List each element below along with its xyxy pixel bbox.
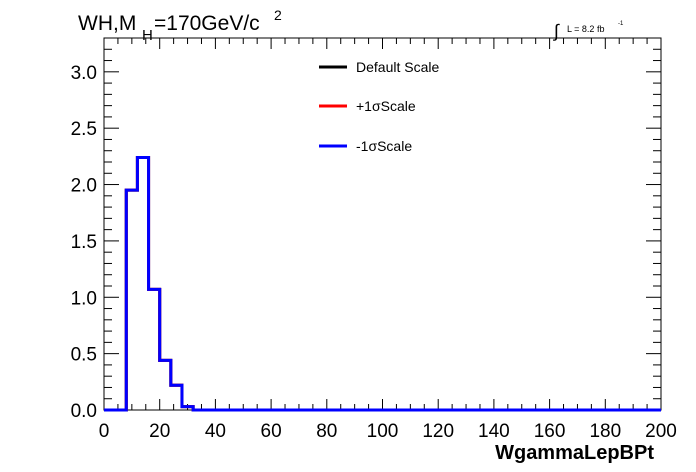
y-tick-label: 2.0 [71, 176, 97, 197]
chart-title-subscript: H [142, 27, 153, 44]
legend: Default Scale +1σScale -1σScale [319, 59, 439, 154]
chart-title-main: WH,M [78, 12, 136, 35]
x-tick-label: 180 [589, 421, 621, 442]
x-tick-labels: 0 20 40 60 80 100 120 140 160 180 200 [99, 421, 677, 442]
lumi-superscript: -1 [618, 21, 624, 27]
x-tick-label: 160 [534, 421, 566, 442]
legend-label: Default Scale [356, 59, 439, 75]
x-tick-label: 100 [367, 421, 399, 442]
chart-title-rest: =170GeV/c [154, 12, 260, 35]
x-axis-label: WgammaLepBPt [495, 442, 654, 464]
x-tick-label: 200 [645, 421, 677, 442]
lumi-label: L = 8.2 fb [567, 24, 604, 34]
series-line-1 [104, 155, 661, 412]
y-tick-label: 2.5 [71, 119, 97, 140]
x-tick-label: 80 [316, 421, 337, 442]
x-tick-label: 40 [205, 421, 226, 442]
series-line-2 [104, 155, 661, 412]
plot-frame [103, 37, 662, 411]
x-tick-label: 0 [99, 421, 110, 442]
series-lines [104, 155, 661, 412]
x-tick-label: 120 [422, 421, 454, 442]
legend-label: +1σScale [356, 98, 416, 114]
series-line-3 [104, 155, 661, 412]
y-tick-label: 0.0 [71, 401, 97, 422]
lumi-integral-symbol: ∫ [552, 21, 560, 41]
chart-title-superscript: 2 [274, 7, 282, 23]
x-tick-label: 60 [261, 421, 282, 442]
x-tick-label: 20 [149, 421, 170, 442]
y-tick-label: 1.0 [71, 288, 97, 309]
y-tick-label: 0.5 [71, 345, 97, 366]
y-tick-labels: 0.0 0.5 1.0 1.5 2.0 2.5 3.0 [71, 63, 97, 422]
x-tick-label: 140 [478, 421, 510, 442]
y-tick-label: 1.5 [71, 232, 97, 253]
axis-ticks [103, 37, 662, 411]
y-tick-label: 3.0 [71, 63, 97, 84]
legend-label: -1σScale [356, 138, 412, 154]
